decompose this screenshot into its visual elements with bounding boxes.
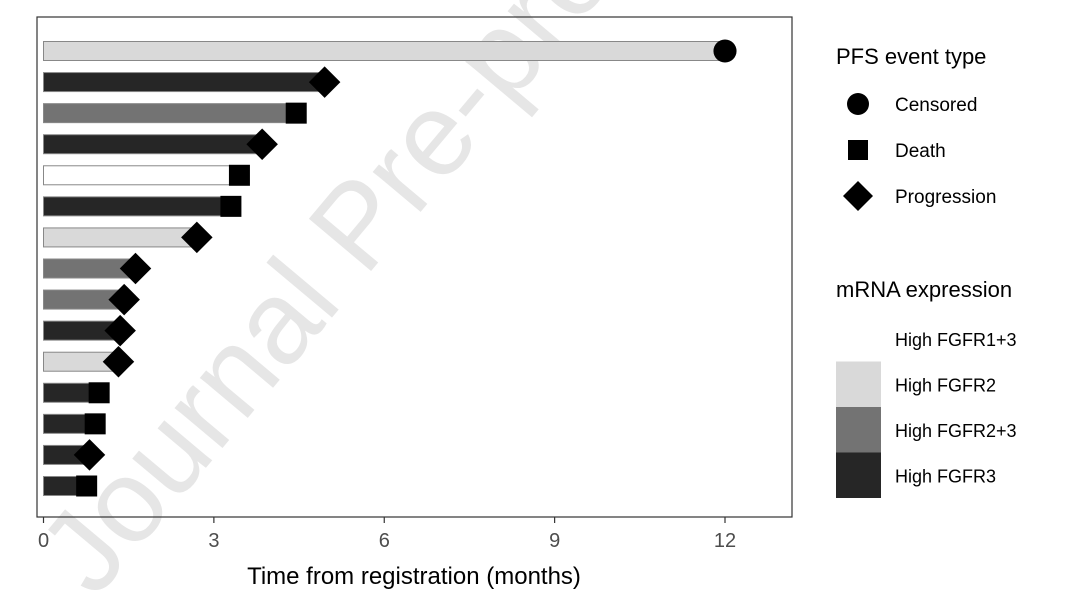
event-marker-circle: [713, 39, 737, 63]
event-legend-label: Death: [895, 141, 946, 162]
event-legend-title: PFS event type: [836, 44, 986, 69]
bar: [43, 165, 240, 186]
event-marker-diamond: [108, 283, 140, 316]
x-tick-label: 9: [549, 530, 560, 552]
event-marker-square: [285, 102, 307, 124]
bar: [43, 103, 297, 124]
event-marker-diamond: [102, 345, 135, 378]
event-legend: Censored Death Progression: [843, 93, 996, 211]
fill-legend-label: High FGFR2: [895, 376, 996, 396]
event-marker-diamond: [104, 314, 136, 347]
x-tick-label: 12: [714, 530, 736, 552]
fill-legend: High FGFR1+3 High FGFR2 High FGFR2+3 High F…: [836, 316, 1017, 498]
event-legend-label: Censored: [895, 95, 977, 116]
bar: [43, 41, 726, 61]
bar: [43, 196, 232, 217]
x-axis-label: Time from registration (months): [247, 563, 581, 590]
x-tick-label: 6: [379, 530, 390, 552]
event-marker-diamond: [119, 252, 152, 285]
circle-legend-icon: [847, 93, 869, 115]
x-axis: 0 3 6 9 12: [38, 517, 736, 552]
x-tick-label: 0: [38, 530, 49, 552]
fill-legend-swatch: [836, 452, 881, 498]
fill-legend-title: mRNA expression: [836, 277, 1012, 302]
event-marker-diamond: [308, 66, 341, 98]
fill-legend-swatch: [836, 316, 881, 362]
fill-legend-label: High FGFR1+3: [895, 330, 1017, 350]
bars-layer: [43, 39, 737, 497]
event-marker-square: [88, 382, 110, 404]
event-marker-diamond: [181, 221, 213, 254]
bar: [43, 227, 198, 248]
event-marker-square: [76, 475, 98, 497]
diamond-legend-icon: [843, 181, 873, 211]
bar: [43, 134, 263, 155]
fill-legend-swatch: [836, 407, 881, 453]
event-marker-square: [220, 195, 242, 217]
event-marker-square: [228, 164, 250, 186]
plot-panel: [36, 16, 793, 518]
event-legend-label: Progression: [895, 187, 996, 208]
x-tick-label: 3: [208, 530, 219, 552]
event-marker-square: [84, 413, 106, 435]
fill-legend-swatch: [836, 361, 881, 407]
event-marker-diamond: [246, 128, 278, 160]
bar: [43, 72, 326, 93]
fill-legend-label: High FGFR3: [895, 467, 996, 487]
square-legend-icon: [848, 140, 868, 160]
fill-legend-label: High FGFR2+3: [895, 421, 1017, 441]
event-marker-diamond: [73, 439, 106, 471]
